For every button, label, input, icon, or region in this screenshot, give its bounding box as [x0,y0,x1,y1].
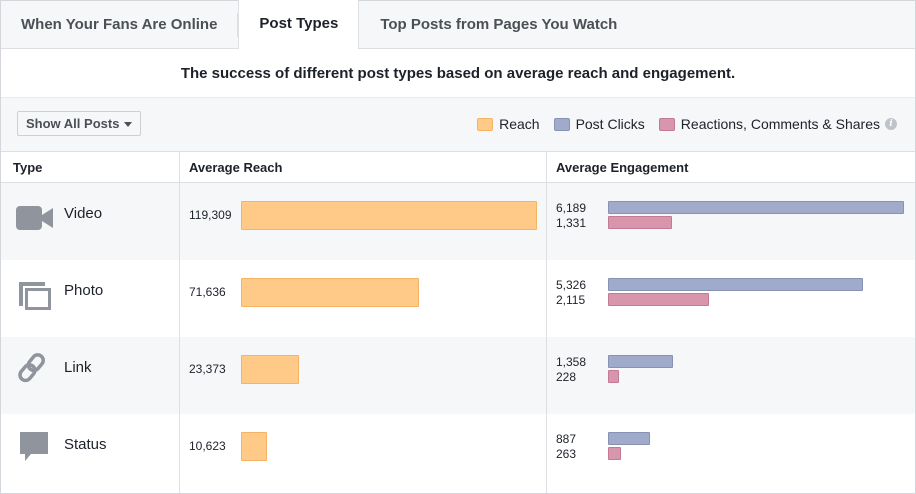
reach-value: 10,623 [189,439,226,453]
row-type-label: Status [64,436,107,453]
post-clicks-bar [608,355,673,368]
insights-tabs: When Your Fans Are Online Post Types Top… [1,0,915,49]
legend-item-reactions: Reactions, Comments & Shares i [658,116,897,132]
post-clicks-value: 6,189 [556,201,587,215]
chart-legend: Reach Post Clicks Reactions, Comments & … [463,116,897,132]
reactions-value: 2,115 [556,293,586,307]
reach-bar [241,432,268,461]
tab-divider [237,12,239,37]
reach-value: 23,373 [189,362,226,376]
link-icon [18,353,45,383]
status-icon [20,432,48,461]
post-clicks-value: 5,326 [556,278,587,292]
reactions-value: 1,331 [556,216,587,230]
row-type-label: Video [64,205,103,222]
reactions-bar [608,370,619,383]
post-clicks-value: 1,358 [556,355,587,369]
reactions-swatch [658,117,675,131]
photo-icon [19,282,51,310]
caret-down-icon [124,122,133,128]
info-icon[interactable]: i [885,118,897,130]
legend-item-reach: Reach [477,116,540,132]
row-type-label: Link [64,359,92,376]
filter-bar: Show All Posts Reach Post Clicks Reactio… [1,98,915,152]
legend-label-reactions: Reactions, Comments & Shares [680,116,880,132]
tab-post-types[interactable]: Post Types [238,0,360,49]
row-type-label: Photo [64,282,104,299]
legend-label-post-clicks: Post Clicks [575,116,645,132]
column-header-average-engagement: Average Engagement [546,152,915,183]
reach-value: 119,309 [189,208,232,222]
table-row: Photo 71,636 5,326 2,115 [1,260,915,337]
post-clicks-swatch [553,117,570,131]
post-clicks-bar [608,278,863,291]
video-icon [16,206,53,230]
reactions-bar [608,293,710,306]
tab-top-posts-pages-you-watch[interactable]: Top Posts from Pages You Watch [380,15,618,33]
table-header: Type Average Reach Average Engagement [1,152,915,183]
post-clicks-value: 887 [556,432,577,446]
reactions-value: 228 [556,370,577,384]
reactions-bar [608,447,621,460]
table-row: Video 119,309 6,189 1,331 [1,183,915,260]
reach-value: 71,636 [189,285,226,299]
reach-bar [241,355,299,384]
column-header-type: Type [13,160,43,175]
post-clicks-bar [608,432,651,445]
legend-item-post-clicks: Post Clicks [553,116,645,132]
column-divider [546,183,547,493]
post-clicks-bar [608,201,904,214]
reach-bar [241,278,419,307]
reactions-value: 263 [556,447,577,461]
tab-when-fans-online[interactable]: When Your Fans Are Online [21,15,218,33]
column-header-average-reach: Average Reach [179,152,546,183]
show-posts-dropdown[interactable]: Show All Posts [17,111,142,136]
reach-bar [241,201,537,230]
reactions-bar [608,216,672,229]
show-posts-label: Show All Posts [26,116,120,131]
table-row: Link 23,373 1,358 228 [1,337,915,414]
legend-label-reach: Reach [499,116,540,132]
reach-swatch [477,117,494,131]
panel-subtitle: The success of different post types base… [1,50,915,98]
column-divider [179,183,180,493]
table-row: Status 10,623 887 263 [1,414,915,491]
